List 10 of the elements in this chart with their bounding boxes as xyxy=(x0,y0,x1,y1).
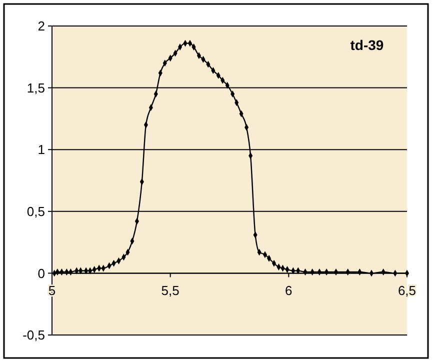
y-tick-label: -0,5 xyxy=(22,328,45,343)
y-tick-label: 1,5 xyxy=(26,80,45,96)
y-tick-label: 0 xyxy=(38,266,45,281)
x-tick-label: 6,5 xyxy=(398,283,416,298)
y-tick-label: 1 xyxy=(38,142,45,158)
annotation: td-39 xyxy=(350,37,384,53)
y-tick-label: 0,5 xyxy=(26,204,45,219)
x-tick-label: 5,5 xyxy=(161,283,180,298)
x-tick-label: 6 xyxy=(285,283,292,298)
y-tick-label: 2 xyxy=(38,18,45,34)
